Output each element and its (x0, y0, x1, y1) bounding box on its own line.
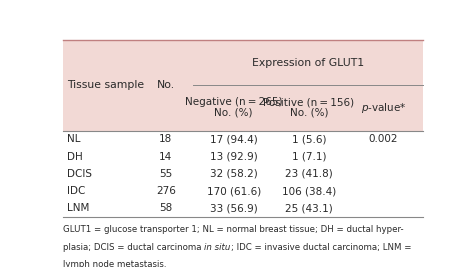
Text: DCIS: DCIS (66, 169, 91, 179)
Text: 13 (92.9): 13 (92.9) (210, 152, 257, 162)
Text: DH: DH (66, 152, 82, 162)
Text: 25 (43.1): 25 (43.1) (285, 203, 333, 213)
Text: Tissue sample: Tissue sample (66, 80, 144, 91)
Text: No.: No. (157, 80, 175, 91)
Text: 170 (61.6): 170 (61.6) (207, 186, 261, 196)
Text: 32 (58.2): 32 (58.2) (210, 169, 257, 179)
Text: Expression of GLUT1: Expression of GLUT1 (252, 58, 364, 68)
Text: GLUT1 = glucose transporter 1; NL = normal breast tissue; DH = ductal hyper-: GLUT1 = glucose transporter 1; NL = norm… (63, 225, 403, 234)
Bar (63, 40, 423, 131)
Text: 55: 55 (159, 169, 173, 179)
Text: IDC: IDC (66, 186, 85, 196)
Text: lymph node metastasis.: lymph node metastasis. (63, 260, 166, 267)
Text: LNM: LNM (66, 203, 89, 213)
Text: 1 (5.6): 1 (5.6) (292, 134, 326, 144)
Text: 17 (94.4): 17 (94.4) (210, 134, 257, 144)
Text: 18: 18 (159, 134, 173, 144)
Text: NL: NL (66, 134, 80, 144)
Text: Positive (n = 156): Positive (n = 156) (264, 97, 355, 107)
Text: 106 (38.4): 106 (38.4) (282, 186, 336, 196)
Text: 0.002: 0.002 (369, 134, 398, 144)
Text: 23 (41.8): 23 (41.8) (285, 169, 333, 179)
Text: 276: 276 (156, 186, 176, 196)
Text: 14: 14 (159, 152, 173, 162)
Text: ; IDC = invasive ductal carcinoma; LNM =: ; IDC = invasive ductal carcinoma; LNM = (230, 243, 411, 252)
Text: No. (%): No. (%) (290, 108, 328, 118)
Text: 1 (7.1): 1 (7.1) (292, 152, 326, 162)
Text: plasia; DCIS = ductal carcinoma: plasia; DCIS = ductal carcinoma (63, 243, 204, 252)
Text: $p$-value*: $p$-value* (361, 101, 406, 115)
Text: Negative (n = 265): Negative (n = 265) (185, 97, 283, 107)
Text: 58: 58 (159, 203, 173, 213)
Text: 33 (56.9): 33 (56.9) (210, 203, 257, 213)
Text: No. (%): No. (%) (215, 108, 253, 118)
Text: in situ: in situ (204, 243, 230, 252)
